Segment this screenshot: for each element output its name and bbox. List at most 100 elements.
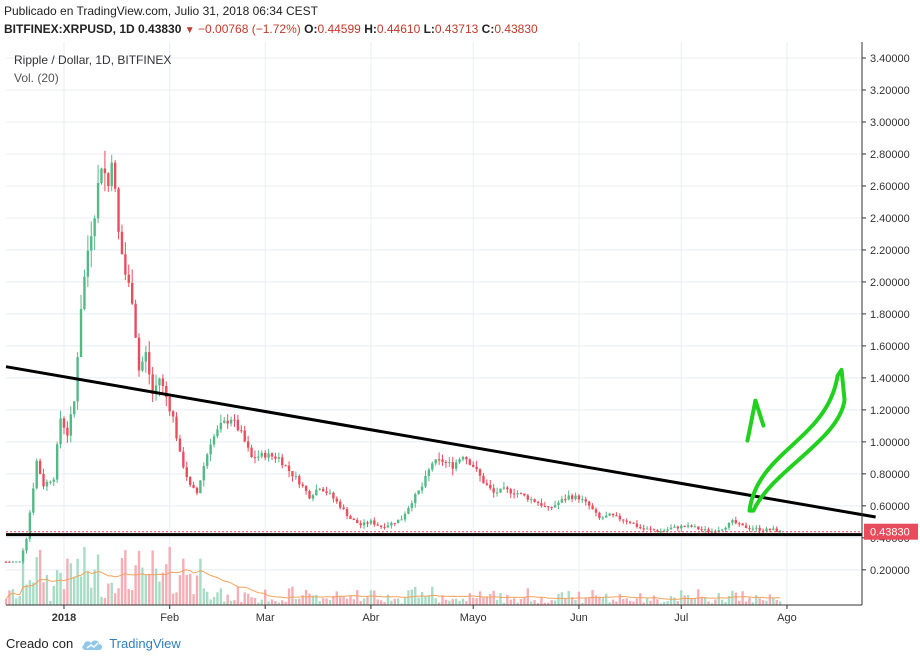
candle-body — [461, 456, 465, 460]
candle-body — [141, 361, 144, 371]
volume-bar — [666, 601, 669, 605]
candle-body — [246, 441, 250, 448]
candle-body — [536, 501, 540, 504]
volume-bar — [557, 593, 560, 605]
volume-bar — [386, 594, 390, 605]
candle-body — [127, 274, 130, 283]
candle-body — [284, 465, 287, 467]
chart-title: Ripple / Dollar, 1D, BITFINEX — [14, 53, 171, 67]
candle-body — [243, 430, 246, 442]
volume-bar — [536, 603, 540, 605]
candle-body — [182, 451, 185, 468]
candle-body — [656, 530, 659, 532]
candle-body — [161, 378, 165, 387]
volume-bar — [656, 599, 659, 605]
volume-bar — [703, 597, 707, 605]
candle-body — [625, 520, 628, 522]
volume-bar — [584, 597, 587, 605]
volume-bar — [465, 601, 468, 605]
volume-bar — [734, 592, 738, 605]
volume-bar — [485, 596, 489, 605]
candle-body — [110, 162, 113, 187]
volume-bar — [714, 599, 717, 605]
candle-body — [393, 522, 396, 524]
volume-ma-line — [5, 569, 781, 600]
volume-bar — [407, 590, 410, 605]
candle-body — [376, 524, 379, 526]
volume-bar — [202, 588, 205, 605]
volume-bar — [356, 590, 359, 605]
candle-body — [267, 453, 270, 458]
candle-body — [424, 476, 427, 487]
volume-bar — [645, 598, 649, 605]
candle-body — [533, 499, 536, 502]
volume-bar — [434, 598, 437, 605]
volume-bar — [188, 573, 192, 605]
high-label: H: — [364, 22, 377, 36]
candle-body — [274, 456, 277, 459]
candle-body — [202, 466, 205, 481]
candle-body — [349, 515, 352, 520]
candle-body — [720, 529, 724, 531]
candle-body — [512, 493, 516, 495]
candle-body — [86, 250, 90, 277]
tradingview-brand[interactable]: TradingView — [109, 636, 181, 651]
candle-body — [253, 457, 257, 459]
volume-bar — [400, 603, 403, 605]
candle-body — [724, 527, 727, 530]
candle-body — [645, 528, 649, 530]
volume-bar — [342, 596, 345, 605]
volume-bar — [390, 600, 393, 605]
volume-bar — [15, 598, 18, 605]
candle-body — [277, 457, 281, 459]
candle-body — [649, 528, 652, 530]
volume-bar — [625, 598, 628, 605]
volume-bar — [32, 582, 35, 605]
candle-body — [741, 523, 744, 526]
candle-body — [731, 520, 734, 523]
volume-bar — [574, 599, 577, 605]
volume-bar — [468, 593, 472, 605]
candle-body — [765, 528, 768, 531]
candle-body — [570, 495, 574, 500]
volume-bar — [451, 599, 454, 605]
volume-bar — [448, 600, 451, 605]
volume-bar — [547, 602, 550, 605]
volume-bar — [158, 581, 161, 605]
open-label: O: — [304, 22, 318, 36]
candle-body — [410, 503, 414, 508]
volume-bar — [772, 597, 775, 605]
candle-body — [356, 519, 359, 524]
candle-body — [55, 444, 59, 480]
candle-body — [386, 525, 390, 528]
candle-body — [124, 254, 127, 275]
volume-bar — [270, 599, 274, 605]
volume-bar — [652, 595, 656, 605]
published-line: Publicado en TradingView.com, Julio 31, … — [4, 4, 318, 18]
candle-body — [400, 519, 403, 521]
volume-bar — [315, 594, 318, 605]
volume-bar — [512, 598, 516, 605]
volume-bar — [199, 558, 202, 605]
volume-bar — [257, 602, 260, 605]
y-tick-label: 3.40000 — [870, 53, 910, 65]
volume-bar — [502, 602, 506, 605]
volume-bar — [427, 595, 431, 605]
candle-body — [605, 515, 608, 518]
candle-body — [236, 419, 240, 431]
volume-bar — [165, 564, 168, 605]
volume-bar — [349, 595, 352, 605]
volume-bar — [332, 595, 335, 605]
price-chart[interactable]: 3.40000 3.20000 3.00000 2.80000 2.60000 2.400… — [0, 42, 920, 632]
candle-body — [727, 522, 731, 528]
candle-body — [683, 525, 686, 527]
candle-body — [188, 477, 192, 485]
symbol-label: BITFINEX:XRPUSD, 1D — [4, 22, 135, 36]
candle-body — [530, 499, 533, 501]
volume-bar — [8, 590, 11, 605]
volume-bar — [359, 601, 362, 605]
candle-body — [352, 519, 356, 521]
volume-bar — [79, 576, 83, 605]
volume-bar — [724, 602, 727, 605]
volume-bar — [499, 593, 502, 605]
